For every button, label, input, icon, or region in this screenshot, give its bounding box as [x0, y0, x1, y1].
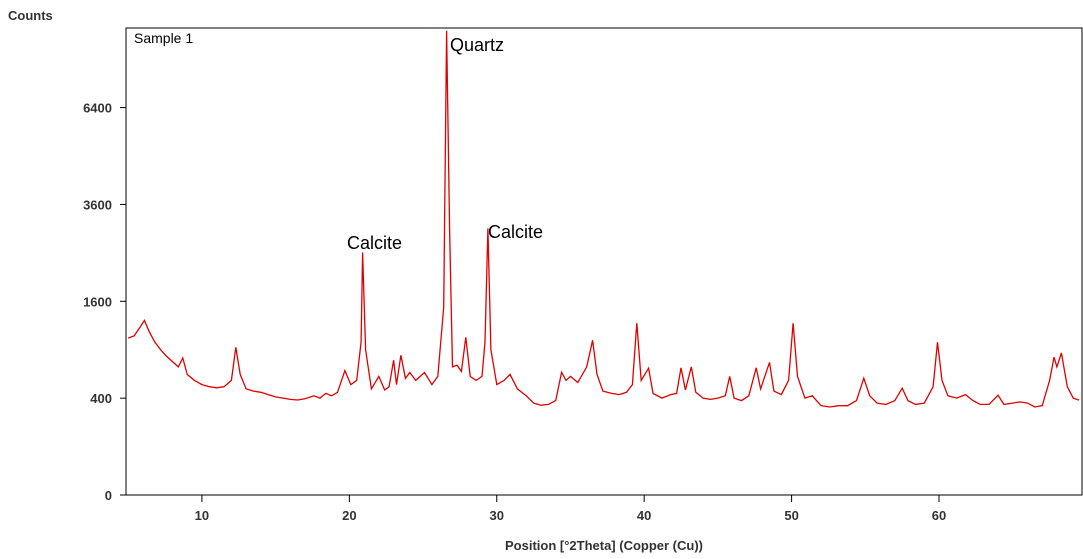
peak-annotation: Quartz [450, 35, 504, 55]
x-tick-label: 30 [490, 508, 504, 523]
peak-annotation: Calcite [488, 222, 543, 242]
x-tick-label: 50 [784, 508, 798, 523]
x-tick-label: 60 [932, 508, 946, 523]
x-axis-label: Position [°2Theta] (Copper (Cu)) [505, 538, 703, 553]
y-tick-label: 6400 [83, 101, 112, 116]
y-axis-label: Counts [8, 8, 53, 23]
x-tick-label: 40 [637, 508, 651, 523]
x-tick-label: 10 [195, 508, 209, 523]
y-tick-label: 1600 [83, 294, 112, 309]
peak-annotation: Calcite [347, 233, 402, 253]
x-tick-label: 20 [342, 508, 356, 523]
plot-frame [125, 27, 1083, 496]
y-tick-label: 3600 [83, 197, 112, 212]
y-tick-label: 0 [105, 488, 112, 503]
sample-title: Sample 1 [134, 30, 193, 46]
diffraction-line [127, 30, 1080, 408]
y-tick-label: 400 [90, 391, 112, 406]
